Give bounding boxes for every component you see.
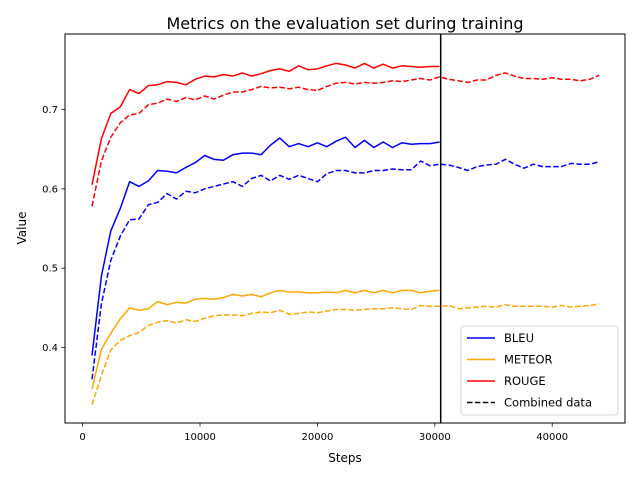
chart-title: Metrics on the evaluation set during tra…: [167, 14, 524, 33]
x-axis-label: Steps: [328, 451, 362, 465]
series-line-rouge-combined-data: [91, 72, 600, 207]
series-line-meteor-combined-data: [91, 303, 600, 405]
series-line-bleu: [91, 136, 440, 356]
x-tick-label: 40000: [536, 432, 568, 443]
y-axis-label: Value: [15, 212, 29, 245]
x-tick-label: 0: [79, 432, 85, 443]
series-line-rouge: [91, 62, 440, 185]
series-line-bleu-combined-data: [91, 158, 600, 380]
legend: BLEU METEOR ROUGE Combined data: [460, 325, 619, 416]
y-tick-label: 0.7: [42, 105, 58, 116]
legend-label-meteor: METEOR: [504, 353, 553, 367]
y-tick-label: 0.4: [42, 343, 58, 354]
plot-frame: [64, 33, 626, 424]
x-tick-label: 20000: [302, 432, 334, 443]
y-tick-label: 0.5: [42, 264, 58, 275]
series-line-meteor: [91, 289, 440, 390]
legend-label-rouge: ROUGE: [504, 374, 546, 388]
legend-label-bleu: BLEU: [504, 331, 534, 345]
legend-label-combined-data: Combined data: [504, 396, 592, 410]
x-tick-label: 30000: [419, 432, 451, 443]
legend-box: [460, 325, 619, 416]
y-tick-label: 0.6: [42, 184, 58, 195]
x-tick-label: 10000: [184, 432, 216, 443]
